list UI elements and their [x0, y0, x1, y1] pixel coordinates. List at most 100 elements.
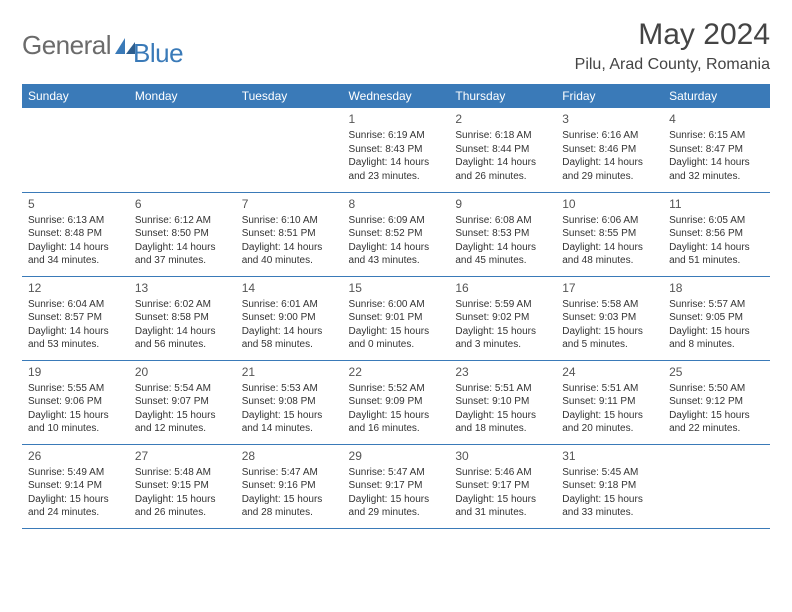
calendar-cell: 3Sunrise: 6:16 AMSunset: 8:46 PMDaylight…	[556, 108, 663, 192]
sunrise-line: Sunrise: 5:49 AM	[28, 466, 123, 480]
sunset-line: Sunset: 8:47 PM	[669, 143, 764, 157]
daylight-line: Daylight: 14 hours	[669, 241, 764, 255]
daylight-line: Daylight: 15 hours	[135, 493, 230, 507]
daylight-line: Daylight: 14 hours	[455, 156, 550, 170]
title-block: May 2024 Pilu, Arad County, Romania	[575, 18, 770, 74]
daylight-line-2: and 56 minutes.	[135, 338, 230, 352]
sunrise-line: Sunrise: 6:16 AM	[562, 129, 657, 143]
calendar-row: 19Sunrise: 5:55 AMSunset: 9:06 PMDayligh…	[22, 360, 770, 444]
daylight-line-2: and 37 minutes.	[135, 254, 230, 268]
day-number: 26	[28, 448, 123, 464]
sunset-line: Sunset: 8:56 PM	[669, 227, 764, 241]
daylight-line: Daylight: 15 hours	[349, 325, 444, 339]
calendar-row: 26Sunrise: 5:49 AMSunset: 9:14 PMDayligh…	[22, 444, 770, 528]
logo: General Blue	[22, 22, 183, 69]
logo-text-blue: Blue	[133, 38, 183, 69]
daylight-line: Daylight: 14 hours	[349, 156, 444, 170]
calendar-cell: 19Sunrise: 5:55 AMSunset: 9:06 PMDayligh…	[22, 360, 129, 444]
daylight-line: Daylight: 15 hours	[562, 325, 657, 339]
day-number: 28	[242, 448, 337, 464]
day-number: 23	[455, 364, 550, 380]
sunrise-line: Sunrise: 6:10 AM	[242, 214, 337, 228]
daylight-line-2: and 23 minutes.	[349, 170, 444, 184]
calendar-cell: 5Sunrise: 6:13 AMSunset: 8:48 PMDaylight…	[22, 192, 129, 276]
daylight-line: Daylight: 15 hours	[562, 409, 657, 423]
daylight-line-2: and 48 minutes.	[562, 254, 657, 268]
daylight-line: Daylight: 15 hours	[669, 409, 764, 423]
weekday-header: Monday	[129, 84, 236, 108]
daylight-line: Daylight: 15 hours	[455, 493, 550, 507]
sunrise-line: Sunrise: 6:00 AM	[349, 298, 444, 312]
daylight-line: Daylight: 15 hours	[562, 493, 657, 507]
sunset-line: Sunset: 9:09 PM	[349, 395, 444, 409]
day-number: 2	[455, 111, 550, 127]
day-number: 30	[455, 448, 550, 464]
sunset-line: Sunset: 8:55 PM	[562, 227, 657, 241]
sunrise-line: Sunrise: 6:09 AM	[349, 214, 444, 228]
day-number: 19	[28, 364, 123, 380]
sunset-line: Sunset: 8:51 PM	[242, 227, 337, 241]
calendar-row: 1Sunrise: 6:19 AMSunset: 8:43 PMDaylight…	[22, 108, 770, 192]
calendar-cell: 7Sunrise: 6:10 AMSunset: 8:51 PMDaylight…	[236, 192, 343, 276]
sunset-line: Sunset: 8:50 PM	[135, 227, 230, 241]
day-number: 4	[669, 111, 764, 127]
day-number: 24	[562, 364, 657, 380]
sunset-line: Sunset: 9:18 PM	[562, 479, 657, 493]
calendar-cell: 30Sunrise: 5:46 AMSunset: 9:17 PMDayligh…	[449, 444, 556, 528]
calendar-cell: 21Sunrise: 5:53 AMSunset: 9:08 PMDayligh…	[236, 360, 343, 444]
daylight-line-2: and 3 minutes.	[455, 338, 550, 352]
sunrise-line: Sunrise: 5:55 AM	[28, 382, 123, 396]
day-number: 7	[242, 196, 337, 212]
sunrise-line: Sunrise: 5:52 AM	[349, 382, 444, 396]
calendar-cell: 8Sunrise: 6:09 AMSunset: 8:52 PMDaylight…	[343, 192, 450, 276]
daylight-line: Daylight: 14 hours	[135, 241, 230, 255]
daylight-line-2: and 29 minutes.	[562, 170, 657, 184]
calendar-cell: 29Sunrise: 5:47 AMSunset: 9:17 PMDayligh…	[343, 444, 450, 528]
sunrise-line: Sunrise: 5:45 AM	[562, 466, 657, 480]
day-number: 8	[349, 196, 444, 212]
daylight-line-2: and 18 minutes.	[455, 422, 550, 436]
sunrise-line: Sunrise: 5:51 AM	[562, 382, 657, 396]
sunset-line: Sunset: 8:57 PM	[28, 311, 123, 325]
sunrise-line: Sunrise: 6:05 AM	[669, 214, 764, 228]
daylight-line: Daylight: 15 hours	[349, 493, 444, 507]
day-number: 13	[135, 280, 230, 296]
calendar-cell: 20Sunrise: 5:54 AMSunset: 9:07 PMDayligh…	[129, 360, 236, 444]
sunrise-line: Sunrise: 6:19 AM	[349, 129, 444, 143]
calendar-cell: 25Sunrise: 5:50 AMSunset: 9:12 PMDayligh…	[663, 360, 770, 444]
daylight-line: Daylight: 15 hours	[135, 409, 230, 423]
daylight-line: Daylight: 15 hours	[242, 409, 337, 423]
sunset-line: Sunset: 8:44 PM	[455, 143, 550, 157]
daylight-line-2: and 40 minutes.	[242, 254, 337, 268]
calendar-cell: 24Sunrise: 5:51 AMSunset: 9:11 PMDayligh…	[556, 360, 663, 444]
calendar-row: 5Sunrise: 6:13 AMSunset: 8:48 PMDaylight…	[22, 192, 770, 276]
sunset-line: Sunset: 8:43 PM	[349, 143, 444, 157]
calendar-cell: 11 Sunrise: 6:05 AMSunset: 8:56 PMDayligh…	[663, 192, 770, 276]
day-number: 15	[349, 280, 444, 296]
daylight-line-2: and 31 minutes.	[455, 506, 550, 520]
sunrise-line: Sunrise: 6:01 AM	[242, 298, 337, 312]
sunrise-line: Sunrise: 6:08 AM	[455, 214, 550, 228]
daylight-line-2: and 8 minutes.	[669, 338, 764, 352]
daylight-line-2: and 26 minutes.	[135, 506, 230, 520]
sunset-line: Sunset: 9:05 PM	[669, 311, 764, 325]
sunrise-line: Sunrise: 5:54 AM	[135, 382, 230, 396]
sunset-line: Sunset: 9:17 PM	[349, 479, 444, 493]
sunset-line: Sunset: 9:02 PM	[455, 311, 550, 325]
page-title: May 2024	[575, 18, 770, 52]
sunset-line: Sunset: 9:12 PM	[669, 395, 764, 409]
daylight-line: Daylight: 14 hours	[455, 241, 550, 255]
daylight-line: Daylight: 14 hours	[349, 241, 444, 255]
daylight-line: Daylight: 15 hours	[28, 493, 123, 507]
sunset-line: Sunset: 9:10 PM	[455, 395, 550, 409]
day-number: 22	[349, 364, 444, 380]
daylight-line-2: and 16 minutes.	[349, 422, 444, 436]
daylight-line: Daylight: 14 hours	[28, 241, 123, 255]
day-number: 31	[562, 448, 657, 464]
day-number: 16	[455, 280, 550, 296]
day-number: 11	[669, 196, 764, 212]
sunset-line: Sunset: 8:46 PM	[562, 143, 657, 157]
daylight-line: Daylight: 15 hours	[28, 409, 123, 423]
daylight-line-2: and 29 minutes.	[349, 506, 444, 520]
calendar-cell	[22, 108, 129, 192]
